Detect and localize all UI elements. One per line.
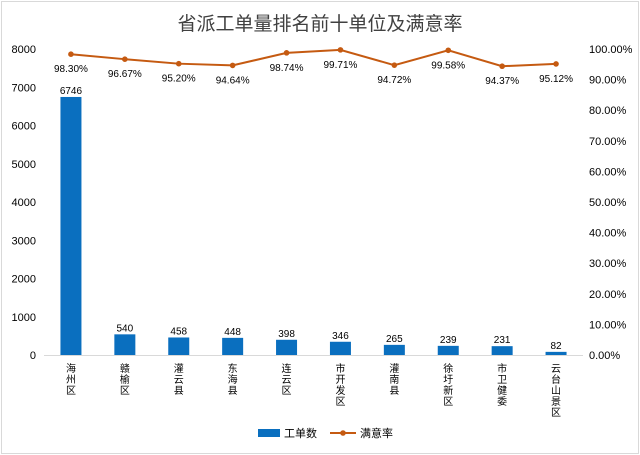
category-label: 赣榆区 xyxy=(120,362,130,397)
line-data-label: 99.71% xyxy=(323,60,357,71)
bar-data-label: 82 xyxy=(550,341,562,352)
legend-line-label: 满意率 xyxy=(360,426,393,440)
bar-data-label: 398 xyxy=(278,329,295,340)
y-right-tick-label: 70.00% xyxy=(589,136,627,148)
line-point xyxy=(283,50,290,56)
y-left-tick-label: 4000 xyxy=(12,197,36,209)
category-label: 市卫健委 xyxy=(497,362,507,408)
bar xyxy=(276,339,298,355)
bar xyxy=(60,96,82,355)
legend-bar-label: 工单数 xyxy=(284,427,317,440)
line-data-label: 94.72% xyxy=(377,75,411,86)
line-data-label: 94.37% xyxy=(485,76,519,87)
legend-bar-swatch xyxy=(258,429,280,437)
category-label: 灌南县 xyxy=(389,363,399,397)
category-labels: 海州区 赣榆区 灌云县 东海县 连云区 市开发区 灌南县 徐圩新区 市卫健委 云台山景区 xyxy=(66,362,561,419)
legend-line-marker xyxy=(340,430,346,436)
y-right-tick-label: 20.00% xyxy=(589,289,627,301)
y-left-tick-label: 8000 xyxy=(12,44,36,56)
line-point xyxy=(391,62,398,68)
bar xyxy=(383,344,405,355)
y-left-tick-label: 5000 xyxy=(12,159,36,171)
line-point xyxy=(553,61,559,67)
bar-data-label: 239 xyxy=(440,335,457,346)
axes: 0 1000 2000 3000 4000 5000 6000 7000 8000 0.00% 10… xyxy=(12,44,633,362)
line-data-label: 94.64% xyxy=(216,75,250,86)
category-label: 灌云县 xyxy=(174,363,184,397)
category-label: 海州区 xyxy=(66,362,76,397)
line-point xyxy=(445,47,452,54)
data-labels: 6746 540 458 448 398 346 265 239 231 82 98.30% 96.6… xyxy=(54,60,573,352)
bar xyxy=(491,346,513,355)
line-data-label: 99.58% xyxy=(431,60,465,71)
line-data-label: 95.20% xyxy=(162,74,196,85)
y-left-tick-label: 6000 xyxy=(12,121,36,133)
y-right-tick-label: 100.00% xyxy=(589,44,633,56)
category-label: 徐圩新区 xyxy=(443,362,453,408)
y-right-tick-label: 90.00% xyxy=(589,75,627,87)
y-right-tick-label: 60.00% xyxy=(589,166,627,178)
line-data-label: 98.30% xyxy=(54,64,88,75)
bar xyxy=(545,351,567,355)
line-point xyxy=(175,60,182,67)
bar-data-label: 448 xyxy=(224,327,241,338)
bar xyxy=(222,337,244,355)
category-label: 东海县 xyxy=(228,362,238,397)
line-data-label: 96.67% xyxy=(108,69,142,80)
y-left-tick-label: 7000 xyxy=(12,82,36,94)
category-label: 连云区 xyxy=(282,362,292,397)
satisfaction-line xyxy=(70,48,557,68)
bar-data-label: 231 xyxy=(494,335,511,346)
line-point xyxy=(499,63,505,70)
y-left-tick-label: 0 xyxy=(30,350,36,362)
y-right-tick-label: 0.00% xyxy=(589,350,620,362)
bar-data-label: 346 xyxy=(332,331,349,342)
y-right-tick-label: 80.00% xyxy=(589,105,627,117)
y-right-tick-label: 30.00% xyxy=(589,258,627,270)
bar-data-label: 458 xyxy=(170,326,187,337)
y-left-tick-label: 3000 xyxy=(12,235,36,247)
bar-data-label: 265 xyxy=(386,334,403,345)
category-label: 云台山景区 xyxy=(551,364,561,419)
line-point xyxy=(229,62,236,69)
y-right-tick-label: 50.00% xyxy=(589,197,627,209)
line-point xyxy=(337,47,344,53)
line-data-label: 95.12% xyxy=(539,74,573,85)
y-right-tick-label: 10.00% xyxy=(589,319,627,331)
bar xyxy=(437,345,459,355)
bar xyxy=(329,341,351,355)
line-data-label: 98.74% xyxy=(270,63,304,74)
y-left-tick-label: 1000 xyxy=(12,312,36,324)
line-point xyxy=(122,56,128,62)
bar xyxy=(114,334,136,355)
line-series xyxy=(68,47,559,70)
bar xyxy=(168,337,190,355)
y-right-tick-label: 40.00% xyxy=(589,228,627,240)
bar-series xyxy=(60,96,567,355)
bar-data-label: 6746 xyxy=(60,86,83,97)
y-left-tick-label: 2000 xyxy=(12,274,36,286)
legend: 工单数 满意率 xyxy=(258,426,393,440)
category-label: 市开发区 xyxy=(335,362,345,408)
chart-title: 省派工单量排名前十单位及满意率 xyxy=(177,13,462,35)
line-point xyxy=(68,51,74,58)
bar-data-label: 540 xyxy=(117,323,134,334)
